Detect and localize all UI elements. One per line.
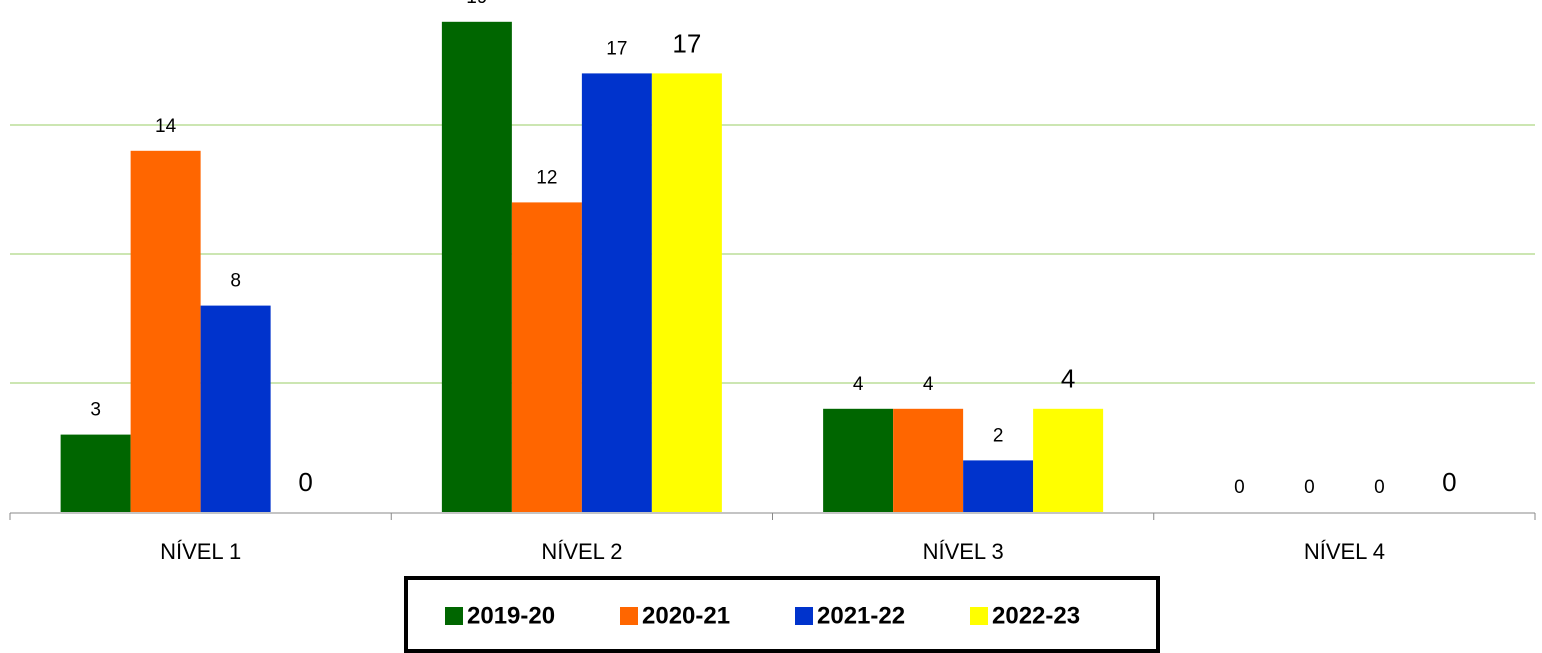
legend-swatch [795,607,813,625]
value-label: 12 [536,167,557,188]
value-label: 17 [672,28,701,58]
value-label: 4 [923,374,934,395]
value-label: 17 [606,38,627,59]
legend-label: 2021-22 [817,602,905,629]
x-tick-label: NÍVEL 3 [923,539,1004,564]
legend-swatch [620,607,638,625]
bar [130,150,201,513]
value-label: 2 [993,425,1004,446]
value-label: 0 [1234,477,1245,498]
value-label: 0 [1304,477,1315,498]
bar [511,202,582,512]
value-label: 4 [853,374,864,395]
bar [651,73,722,513]
legend-swatch [445,607,463,625]
bar [823,408,894,512]
value-label: 3 [90,400,101,421]
bar [581,73,652,513]
bar [60,434,131,512]
bar [963,460,1034,512]
x-tick-label: NÍVEL 2 [541,539,622,564]
x-tick-label: NÍVEL 1 [160,539,241,564]
legend-swatch [970,607,988,625]
value-label: 4 [1061,364,1075,394]
bar [893,408,964,512]
value-label: 0 [1442,467,1456,497]
bar [1033,408,1104,512]
legend-label: 2022-23 [992,602,1080,629]
value-label: 14 [155,116,177,137]
legend-label: 2020-21 [642,602,730,629]
legend-label: 2019-20 [467,602,555,629]
value-label: 0 [298,467,312,497]
value-label: 8 [230,271,241,292]
bar [200,305,271,512]
value-label: 19 [466,0,487,8]
bar [441,21,512,513]
value-label: 0 [1374,477,1385,498]
legend-box [404,576,1160,653]
x-tick-label: NÍVEL 4 [1304,539,1385,564]
